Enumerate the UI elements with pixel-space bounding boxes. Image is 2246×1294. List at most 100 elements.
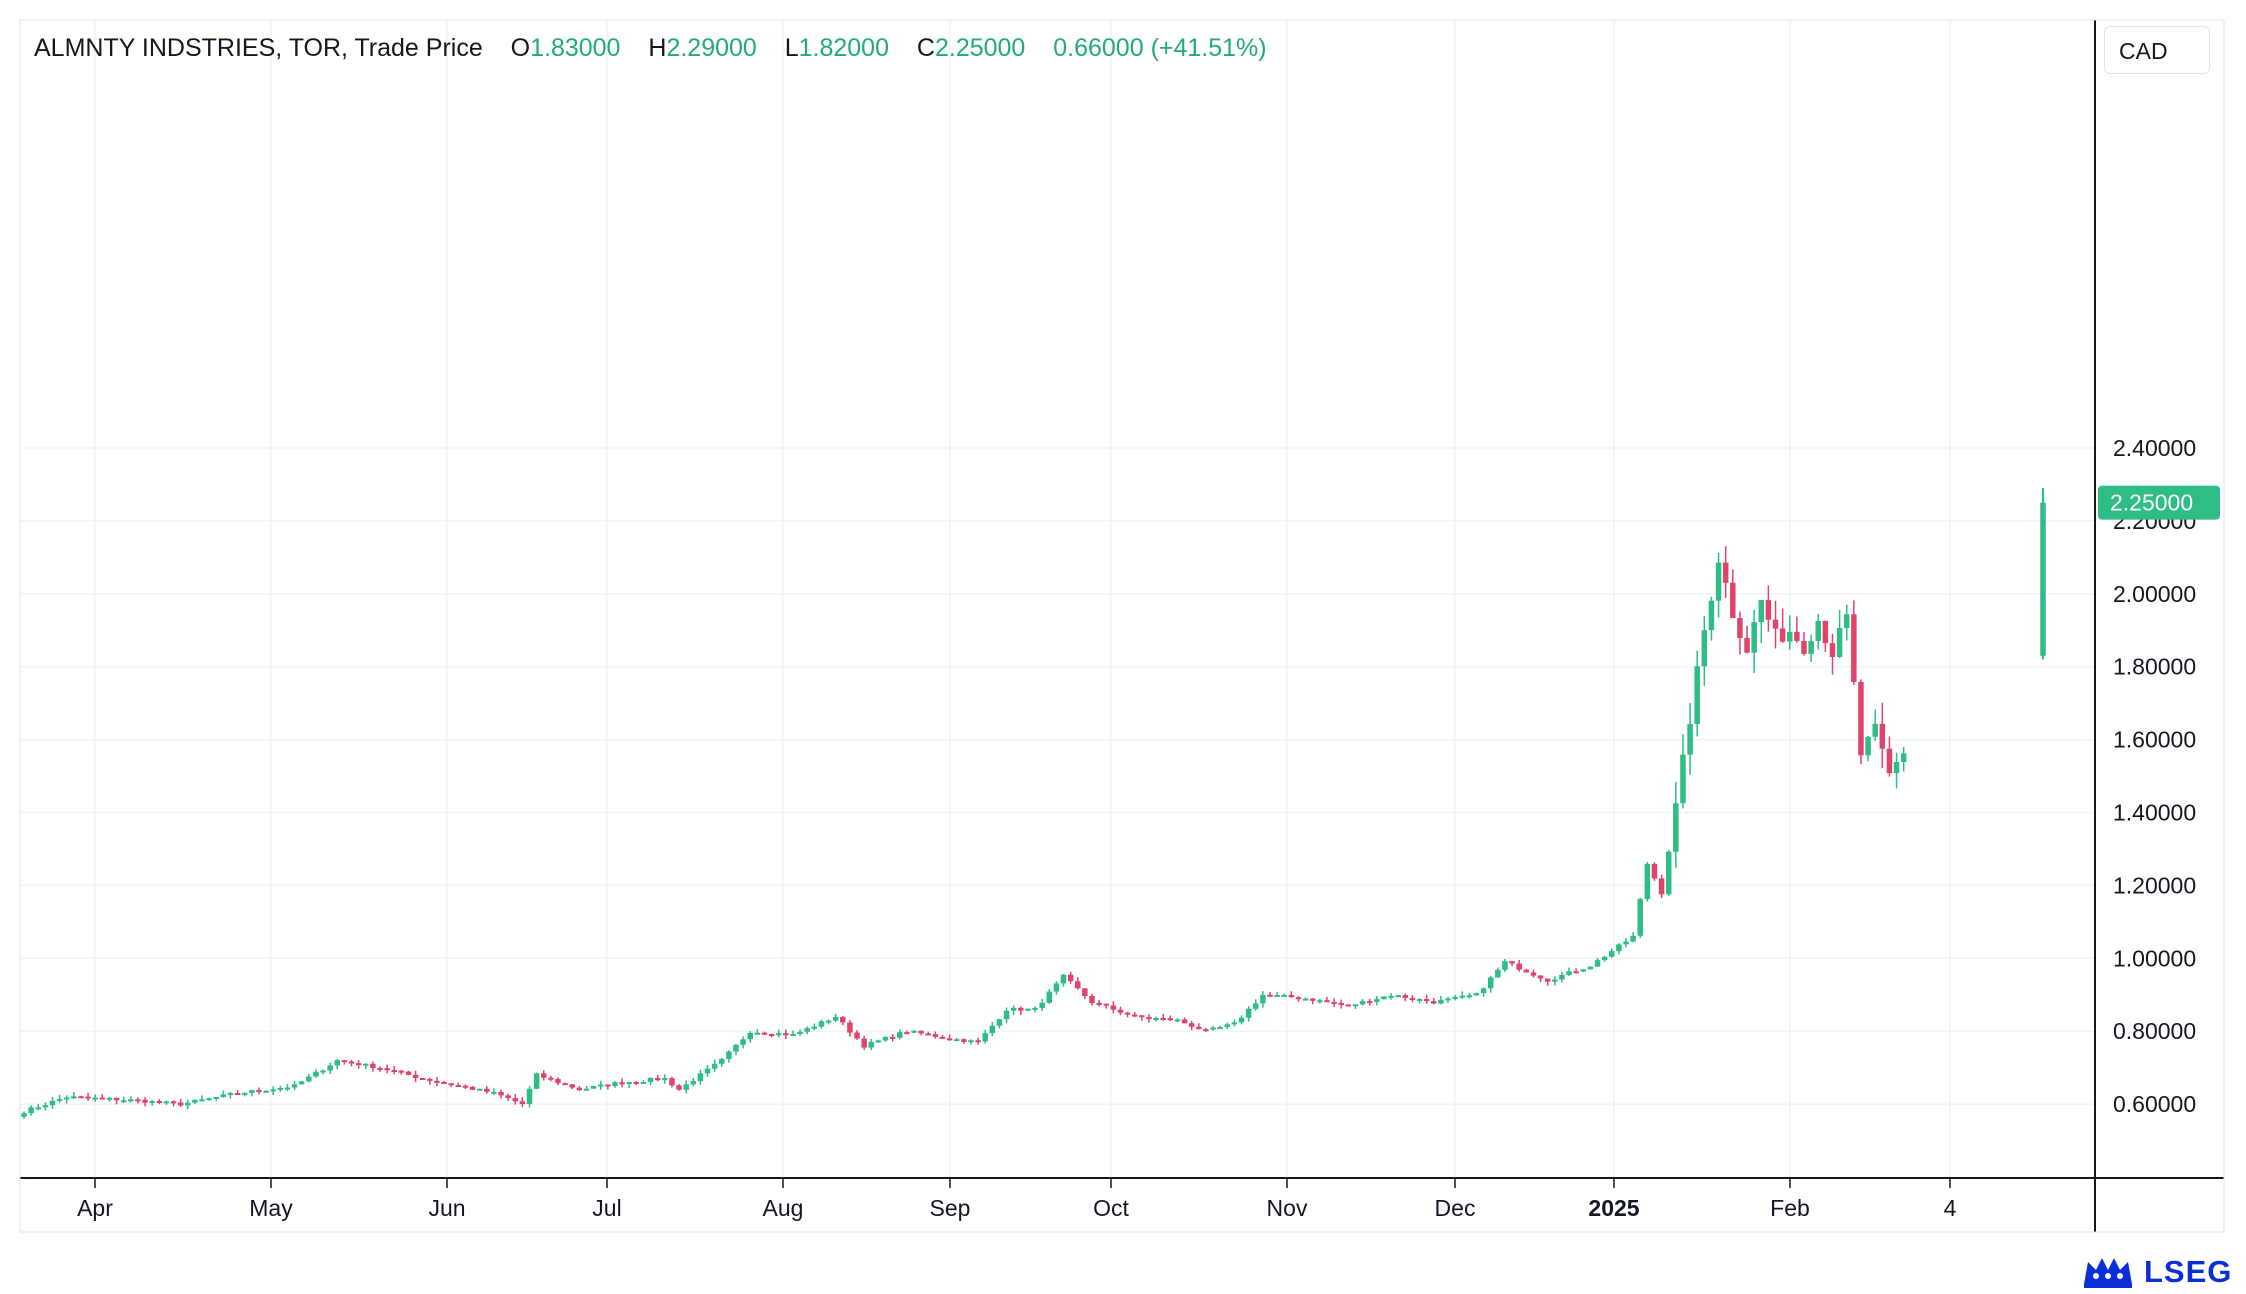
candle-body [1893,761,1900,774]
candle-body [1665,851,1672,895]
candle-body [1431,1001,1437,1004]
candle-body [683,1084,689,1090]
lseg-lion-crest-icon [2084,1258,2132,1288]
low-value: 1.82000 [798,34,889,62]
candle-body [241,1092,248,1095]
candle-body [1594,960,1601,967]
candle-body [861,1038,867,1048]
x-axis-ticks: Apr May Jun Jul Aug Sep Oct Nov Dec 2025 Feb 4 [77,1195,1957,1221]
candle-body [1787,631,1793,642]
candle-body [1466,995,1473,998]
candle-body [1609,951,1615,957]
candle-body [1601,956,1608,961]
x-tick-label: 4 [1944,1195,1957,1221]
close-value: 2.25000 [934,34,1026,62]
candle-body [341,1060,348,1063]
candle-body [156,1100,163,1103]
candle-body [270,1089,276,1092]
candle-body [1530,972,1537,976]
candle-body [1046,991,1053,1003]
candle-body [897,1032,903,1038]
candle-body [1808,641,1814,654]
candle-body [128,1099,134,1102]
candle-body [334,1060,341,1066]
candle-body [832,1017,839,1021]
candle-body [932,1034,939,1037]
candle-body [1673,803,1679,852]
candle-body [1438,999,1444,1004]
candle-body [1388,995,1394,998]
candle-body [1345,1004,1352,1007]
candle-body [640,1081,647,1084]
candle-body [206,1098,212,1101]
low-label: L [784,34,799,62]
candle-body [220,1094,227,1097]
candle-body [1089,995,1095,1003]
candle-body [719,1058,725,1064]
candle-body [868,1041,875,1048]
candle-body [1181,1019,1188,1024]
currency-selector[interactable]: CAD [2104,26,2210,74]
candle-body [968,1040,974,1043]
candle-body [476,1088,483,1091]
candle-body [1815,620,1821,642]
candle-body [298,1081,305,1085]
candle-body [120,1100,127,1103]
candle-body [1552,979,1558,982]
candle-body [1737,618,1743,638]
y-tick-label: 1.60000 [2113,727,2196,753]
candle-body [1139,1015,1145,1018]
candle-body [1452,996,1458,999]
candle-body [989,1025,996,1034]
candle-body [1381,996,1387,1000]
candle-body [1658,878,1665,895]
candle-body [92,1097,98,1100]
candle-body [889,1036,896,1039]
candle-body [313,1071,319,1077]
candle-body [1053,983,1060,992]
y-tick-label: 1.40000 [2113,800,2196,826]
candle-body [1644,863,1651,899]
candle-body [99,1097,106,1100]
candle-body [1523,969,1530,973]
candle-body [213,1096,219,1099]
x-tick-label: Dec [1435,1195,1476,1221]
candle-body [1210,1027,1216,1030]
candle-body [1231,1022,1238,1025]
candle-body [1637,898,1643,936]
candle-body [1146,1017,1152,1020]
candle-body [1509,961,1515,964]
candle-body [1851,614,1857,682]
candle-body [541,1073,547,1078]
candle-body [1794,631,1800,641]
candle-body [234,1093,241,1096]
candle-body [1131,1014,1138,1017]
candle-body [1801,640,1807,654]
candle-body [533,1073,540,1089]
candle-body [384,1068,390,1071]
candle-body [1580,969,1587,972]
open-value: 1.83000 [530,34,621,62]
y-tick-label: 0.80000 [2113,1018,2196,1044]
candle-body [961,1039,967,1042]
close-label: C [916,34,935,62]
candle-body [1288,994,1295,998]
candle-body [78,1096,84,1099]
candle-body [526,1088,533,1105]
candle-body [1096,1002,1102,1005]
candle-body [348,1061,355,1064]
candle-body [840,1017,846,1023]
candle-body [953,1039,960,1042]
x-tick-label: Aug [763,1195,804,1221]
lseg-logo-text: LSEG [2144,1254,2233,1289]
candle-body [711,1063,718,1069]
candle-body [1765,600,1772,620]
candle-body [982,1033,988,1042]
candle-body [42,1105,49,1108]
candle-body [1117,1009,1124,1013]
candle-body [1352,1004,1359,1007]
candle-body [783,1033,789,1036]
lseg-logo: LSEG [2080,1252,2232,1292]
open-label: O [510,34,531,62]
